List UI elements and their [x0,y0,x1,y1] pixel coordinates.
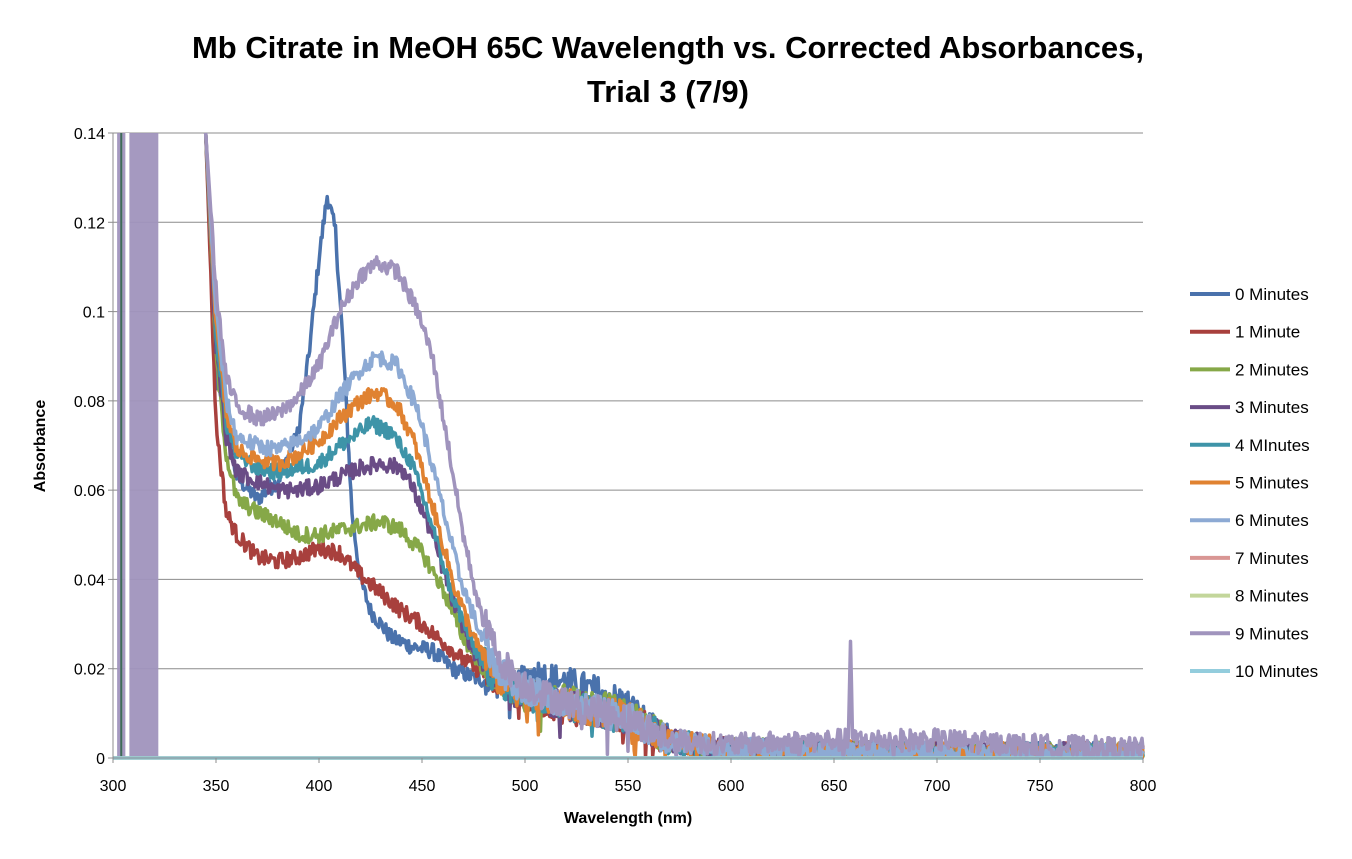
legend-label: 10 Minutes [1235,662,1318,681]
legend-label: 4 MInutes [1235,436,1310,455]
legend-label: 7 Minutes [1235,549,1309,568]
y-tick-label: 0.12 [74,215,105,232]
legend-label: 2 Minutes [1235,360,1309,379]
y-tick-label: 0.1 [83,305,105,322]
x-tick-label: 550 [615,778,642,795]
y-tick-label: 0.08 [74,394,105,411]
legend: 0 Minutes 1 Minute 2 Minutes 3 Minutes 4 MIn… [1190,285,1318,681]
y-axis-title: Absorbance [32,400,49,493]
tick-labels: 0 0.02 0.04 0.06 0.08 0.1 0.12 0.14 300 350 400 450… [74,126,1157,795]
chart-title-line1: Mb Citrate in MeOH 65C Wavelength vs. Co… [192,30,1144,65]
y-tick-label: 0 [96,751,105,768]
saturated-noise-band [117,133,159,758]
x-tick-label: 500 [512,778,539,795]
legend-label: 6 Minutes [1235,511,1309,530]
y-tick-label: 0.14 [74,126,105,143]
legend-label: 5 Minutes [1235,474,1309,493]
gridlines [113,132,1143,670]
x-tick-label: 800 [1130,778,1157,795]
legend-label: 9 Minutes [1235,624,1309,643]
legend-label: 1 Minute [1235,323,1300,342]
axes [108,132,1144,763]
x-axis-title: Wavelength (nm) [564,810,692,827]
x-tick-label: 600 [718,778,745,795]
y-tick-label: 0.02 [74,662,105,679]
y-tick-label: 0.04 [74,572,105,589]
x-tick-label: 450 [409,778,436,795]
x-tick-label: 700 [924,778,951,795]
legend-label: 3 Minutes [1235,398,1309,417]
x-tick-label: 650 [821,778,848,795]
series-lines [113,132,1145,760]
series-line [203,132,1145,760]
noise-band-gap [125,133,130,758]
legend-label: 8 Minutes [1235,587,1309,606]
noise-band [117,133,159,758]
x-tick-label: 750 [1027,778,1054,795]
x-tick-label: 350 [203,778,230,795]
legend-label: 0 Minutes [1235,285,1309,304]
y-tick-label: 0.06 [74,483,105,500]
chart-title-line2: Trial 3 (7/9) [587,74,749,109]
series-line [203,132,1145,760]
x-tick-label: 300 [100,778,127,795]
x-tick-label: 400 [306,778,333,795]
